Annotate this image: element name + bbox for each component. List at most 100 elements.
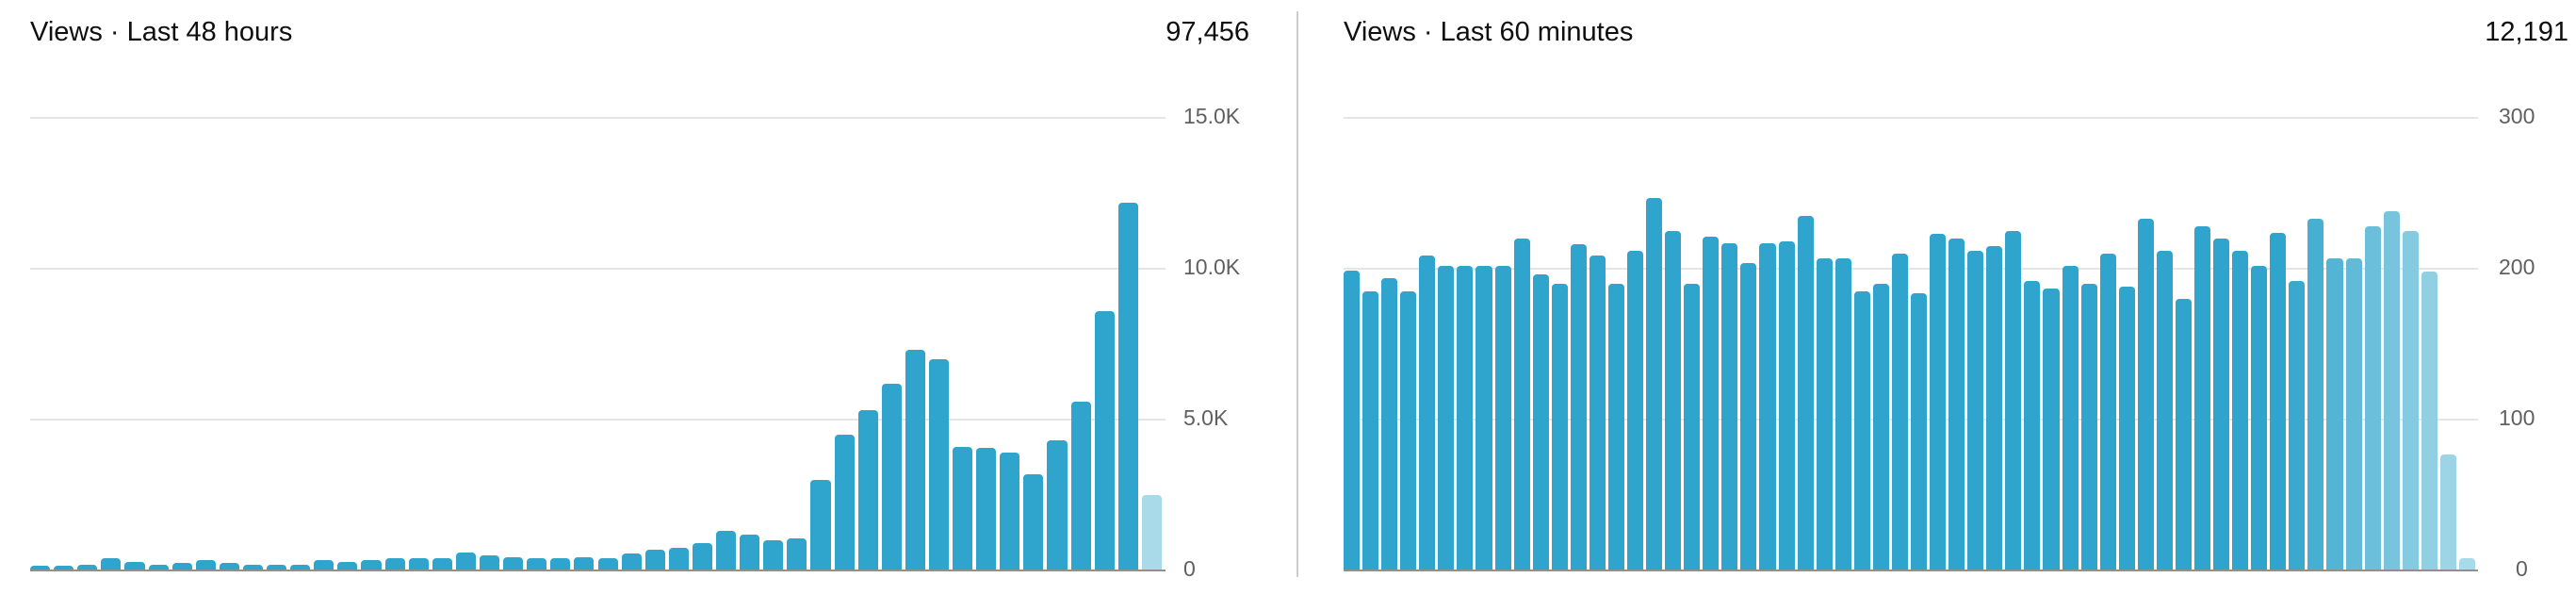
bar[interactable]	[810, 480, 831, 570]
bar[interactable]	[2099, 254, 2116, 570]
bar[interactable]	[1023, 473, 1044, 570]
bar[interactable]	[1457, 265, 1474, 570]
bar[interactable]	[1816, 257, 1833, 570]
bar[interactable]	[290, 564, 311, 570]
bar[interactable]	[763, 540, 784, 570]
bar[interactable]	[1513, 239, 1530, 570]
bar[interactable]	[527, 558, 547, 570]
bar[interactable]	[1381, 277, 1398, 570]
bar[interactable]	[30, 566, 51, 570]
bar[interactable]	[834, 435, 855, 570]
bar[interactable]	[1740, 262, 1757, 570]
bar[interactable]	[644, 549, 665, 570]
bar[interactable]	[1721, 242, 1738, 570]
bar[interactable]	[1759, 242, 1776, 570]
bar[interactable]	[267, 564, 287, 570]
bar[interactable]	[1986, 246, 2003, 570]
bar[interactable]	[54, 566, 74, 570]
bar[interactable]	[716, 531, 737, 570]
bar[interactable]	[1362, 291, 1379, 570]
bar[interactable]	[1930, 234, 1947, 570]
bar[interactable]	[77, 564, 98, 570]
bar[interactable]	[2383, 211, 2400, 570]
bar[interactable]	[361, 560, 382, 570]
bar[interactable]	[2421, 272, 2437, 570]
bar[interactable]	[2062, 265, 2079, 570]
bar[interactable]	[976, 448, 997, 570]
bar[interactable]	[1494, 265, 1511, 570]
bar[interactable]	[2118, 287, 2135, 570]
bar[interactable]	[337, 562, 358, 570]
bar[interactable]	[1627, 250, 1644, 570]
bar[interactable]	[432, 558, 452, 570]
bar[interactable]	[928, 359, 950, 570]
bar[interactable]	[101, 558, 122, 570]
bar[interactable]	[740, 534, 760, 570]
bar[interactable]	[881, 383, 902, 570]
bar[interactable]	[2345, 257, 2362, 570]
bar[interactable]	[1570, 244, 1587, 570]
bar[interactable]	[1853, 291, 1870, 570]
bar[interactable]	[1475, 265, 1492, 570]
bar[interactable]	[2005, 231, 2022, 570]
bar[interactable]	[1948, 239, 1965, 570]
bar[interactable]	[1117, 202, 1138, 570]
bar[interactable]	[124, 562, 145, 570]
bar[interactable]	[2439, 454, 2456, 570]
bar[interactable]	[1797, 216, 1814, 570]
bar[interactable]	[1551, 284, 1568, 570]
bar[interactable]	[314, 560, 334, 570]
bar[interactable]	[905, 350, 925, 570]
bar[interactable]	[219, 563, 239, 570]
bar[interactable]	[408, 558, 429, 570]
bar[interactable]	[2289, 280, 2306, 570]
bar[interactable]	[1532, 274, 1549, 570]
bar[interactable]	[2175, 299, 2192, 570]
bar[interactable]	[384, 558, 405, 570]
bar[interactable]	[2232, 250, 2249, 570]
bar[interactable]	[1141, 495, 1162, 570]
bar[interactable]	[1589, 255, 1606, 570]
bar[interactable]	[1438, 265, 1455, 570]
bar[interactable]	[2402, 231, 2419, 570]
bar[interactable]	[455, 552, 476, 570]
bar[interactable]	[1684, 284, 1701, 570]
bar[interactable]	[1646, 197, 1663, 570]
bar[interactable]	[550, 558, 571, 570]
bar[interactable]	[2364, 226, 2381, 570]
bar[interactable]	[2458, 558, 2475, 570]
bar[interactable]	[1400, 291, 1417, 570]
bar[interactable]	[1607, 284, 1624, 570]
bar[interactable]	[1094, 310, 1115, 570]
bar[interactable]	[2326, 257, 2343, 570]
bar[interactable]	[2043, 288, 2060, 570]
bar[interactable]	[1703, 237, 1720, 570]
bar[interactable]	[1665, 231, 1682, 570]
bar[interactable]	[621, 553, 642, 570]
bar[interactable]	[857, 410, 878, 570]
bar[interactable]	[148, 564, 169, 570]
bar[interactable]	[2213, 239, 2230, 570]
bar[interactable]	[1911, 292, 1928, 570]
bar[interactable]	[787, 538, 807, 570]
bar[interactable]	[574, 556, 595, 570]
bar[interactable]	[2080, 284, 2097, 570]
bar[interactable]	[2137, 219, 2154, 570]
bar[interactable]	[1344, 270, 1361, 570]
bar[interactable]	[242, 564, 264, 570]
bar[interactable]	[1047, 440, 1068, 570]
bar[interactable]	[1891, 254, 1908, 570]
bar[interactable]	[1419, 255, 1436, 570]
bar[interactable]	[503, 556, 524, 570]
bar[interactable]	[1070, 401, 1091, 570]
bar[interactable]	[479, 555, 500, 570]
bar[interactable]	[1000, 453, 1020, 570]
bar[interactable]	[2024, 280, 2041, 570]
bar[interactable]	[953, 446, 973, 570]
bar[interactable]	[1872, 284, 1889, 570]
bar[interactable]	[692, 543, 712, 570]
bar[interactable]	[171, 563, 192, 570]
bar[interactable]	[2251, 265, 2268, 570]
bar[interactable]	[597, 558, 618, 570]
bar[interactable]	[2270, 232, 2287, 570]
